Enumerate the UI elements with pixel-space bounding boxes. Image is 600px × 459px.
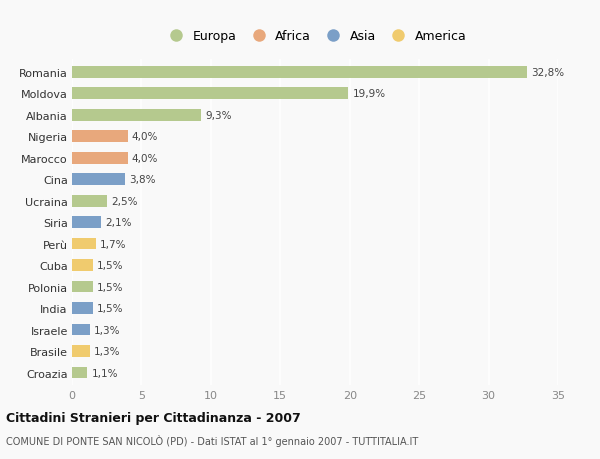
- Text: 2,1%: 2,1%: [106, 218, 132, 228]
- Bar: [72, 88, 349, 100]
- Bar: [72, 217, 101, 229]
- Text: 32,8%: 32,8%: [532, 67, 565, 78]
- Bar: [72, 238, 95, 250]
- Bar: [72, 260, 93, 271]
- Text: 1,5%: 1,5%: [97, 261, 124, 270]
- Bar: [72, 110, 201, 121]
- Text: 4,0%: 4,0%: [132, 153, 158, 163]
- Text: 3,8%: 3,8%: [129, 175, 155, 185]
- Text: 1,3%: 1,3%: [94, 346, 121, 356]
- Text: 1,5%: 1,5%: [97, 282, 124, 292]
- Bar: [72, 324, 90, 336]
- Bar: [72, 152, 128, 164]
- Bar: [72, 302, 93, 314]
- Bar: [72, 281, 93, 293]
- Text: 1,7%: 1,7%: [100, 239, 126, 249]
- Text: 2,5%: 2,5%: [111, 196, 137, 206]
- Bar: [72, 67, 527, 78]
- Bar: [72, 131, 128, 143]
- Text: 1,5%: 1,5%: [97, 303, 124, 313]
- Bar: [72, 345, 90, 357]
- Text: 4,0%: 4,0%: [132, 132, 158, 142]
- Bar: [72, 195, 107, 207]
- Text: 1,3%: 1,3%: [94, 325, 121, 335]
- Text: 19,9%: 19,9%: [352, 89, 386, 99]
- Text: 1,1%: 1,1%: [91, 368, 118, 378]
- Bar: [72, 367, 87, 379]
- Text: COMUNE DI PONTE SAN NICOLÒ (PD) - Dati ISTAT al 1° gennaio 2007 - TUTTITALIA.IT: COMUNE DI PONTE SAN NICOLÒ (PD) - Dati I…: [6, 434, 418, 446]
- Text: 9,3%: 9,3%: [205, 111, 232, 120]
- Bar: [72, 174, 125, 185]
- Legend: Europa, Africa, Asia, America: Europa, Africa, Asia, America: [164, 30, 466, 43]
- Text: Cittadini Stranieri per Cittadinanza - 2007: Cittadini Stranieri per Cittadinanza - 2…: [6, 412, 301, 425]
